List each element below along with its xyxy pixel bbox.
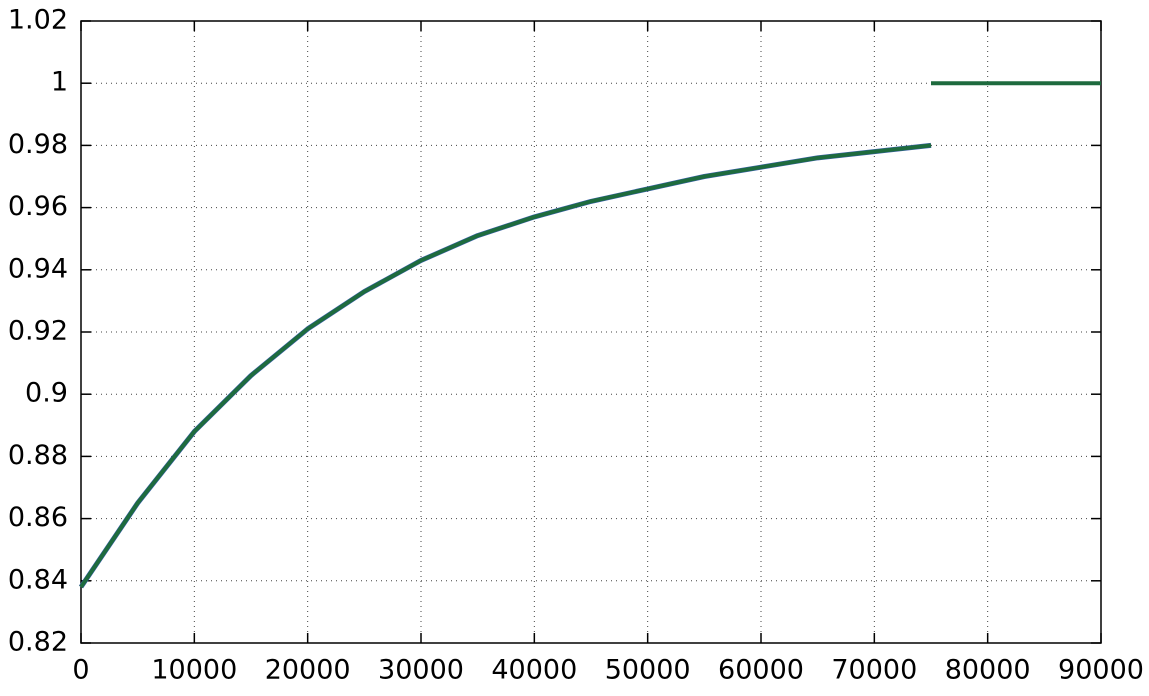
line-series (79, 81, 1101, 589)
x-tick-label: 30000 (378, 655, 464, 686)
line-series (78, 142, 932, 589)
y-tick-label: 0.82 (8, 627, 68, 658)
y-tick-label: 0.9 (25, 378, 68, 409)
y-tick-label: 1 (51, 67, 68, 98)
x-tick-label: 80000 (945, 655, 1031, 686)
x-tick-label: 10000 (151, 655, 237, 686)
y-tick-label: 0.94 (8, 253, 68, 284)
y-tick-label: 0.98 (8, 129, 68, 160)
y-tick-label: 1.02 (8, 5, 68, 36)
y-tick-label: 0.92 (8, 316, 68, 347)
y-tick-label: 0.96 (8, 191, 68, 222)
x-tick-label: 0 (72, 655, 89, 686)
x-tick-label: 40000 (491, 655, 577, 686)
y-tick-label: 0.88 (8, 440, 68, 471)
x-tick-label: 20000 (265, 655, 351, 686)
y-tick-label: 0.86 (8, 502, 68, 533)
x-tick-label: 60000 (718, 655, 804, 686)
x-tick-label: 90000 (1058, 655, 1144, 686)
x-tick-label: 50000 (605, 655, 691, 686)
x-tick-label: 70000 (831, 655, 917, 686)
plot-border (80, 20, 1102, 644)
y-tick-label: 0.84 (8, 564, 68, 595)
